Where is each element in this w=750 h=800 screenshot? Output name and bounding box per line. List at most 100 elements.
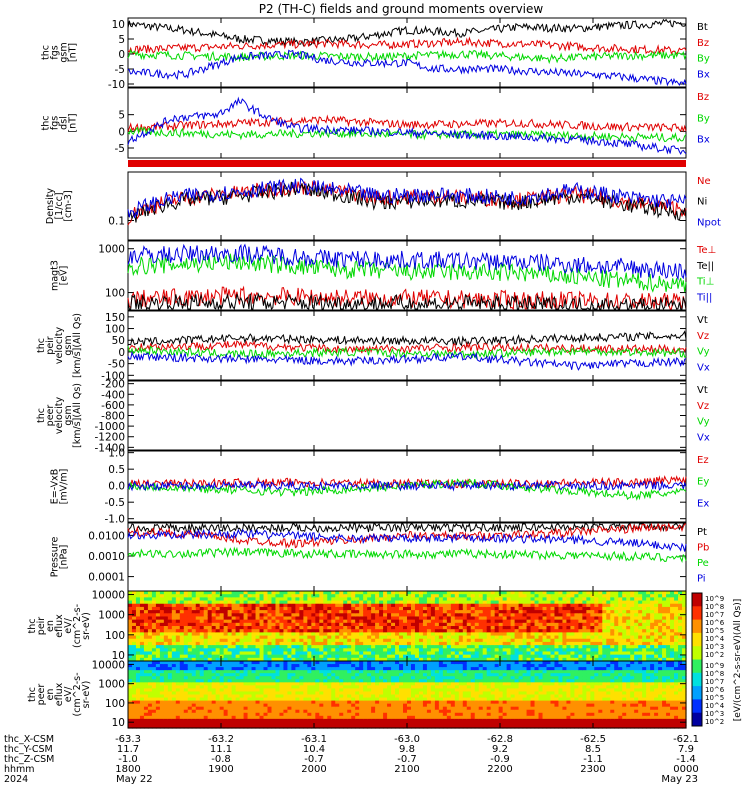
heatmap-cell [239, 654, 245, 659]
heatmap-cell [634, 645, 639, 649]
heatmap-cell [128, 724, 133, 729]
heatmap-cell [231, 673, 237, 677]
heatmap-cell [287, 697, 293, 702]
heatmap-cell [267, 703, 273, 708]
heatmap-cell [458, 641, 464, 646]
heatmap-cell [630, 638, 635, 643]
heatmap-cell [275, 673, 281, 677]
heatmap-cell [143, 676, 149, 680]
heatmap-cell [538, 626, 544, 630]
heatmap-cell [143, 712, 149, 717]
series-Ti-line [127, 253, 687, 293]
legend-Bz: Bz [697, 38, 709, 49]
heatmap-cell [311, 610, 316, 614]
heatmap-cell [207, 685, 213, 690]
heatmap-cell [558, 610, 564, 614]
heatmap-cell [458, 619, 464, 624]
heatmap-cell [163, 661, 169, 665]
heatmap-cell [283, 626, 289, 630]
heatmap-cell [259, 688, 265, 693]
heatmap-cell [678, 626, 683, 630]
heatmap-cell [267, 712, 273, 717]
heatmap-cell [271, 594, 277, 598]
heatmap-cell [295, 703, 300, 708]
heatmap-cell [167, 715, 173, 720]
heatmap-cell [590, 638, 595, 643]
heatmap-cell [482, 613, 488, 618]
heatmap-cell [203, 688, 209, 693]
heatmap-cell [343, 694, 348, 699]
heatmap-cell [171, 657, 177, 662]
heatmap-cell [147, 661, 153, 665]
heatmap-cell [335, 610, 340, 614]
heatmap-cell [211, 616, 217, 621]
heatmap-cell [602, 626, 607, 630]
heatmap-cell [227, 629, 233, 633]
heatmap-cell [355, 594, 360, 598]
heatmap-cell [626, 622, 631, 627]
heatmap-cell [279, 626, 285, 630]
heatmap-cell [438, 635, 444, 640]
heatmap-cell [347, 610, 352, 614]
heatmap-cell [462, 610, 468, 614]
heatmap-cell [175, 670, 181, 674]
heatmap-cell [606, 626, 611, 630]
heatmap-cell [163, 703, 169, 708]
heatmap-cell [211, 610, 217, 614]
heatmap-cell [622, 600, 627, 605]
heatmap-cell [550, 594, 556, 598]
heatmap-cell [355, 657, 360, 662]
heatmap-cell [195, 724, 201, 729]
heatmap-cell [235, 667, 241, 671]
heatmap-cell [530, 622, 536, 627]
heatmap-cell [183, 694, 189, 699]
heatmap-cell [283, 667, 289, 671]
heatmap-cell [582, 641, 587, 646]
heatmap-cell [630, 613, 635, 618]
heatmap-cell [251, 676, 257, 680]
heatmap-cell [363, 591, 368, 595]
heatmap-cell [542, 610, 548, 614]
heatmap-cell [271, 673, 277, 677]
heatmap-cell [490, 616, 496, 621]
heatmap-cell [251, 661, 257, 665]
heatmap-cell [191, 688, 197, 693]
heatmap-cell [307, 667, 312, 671]
heatmap-cell [458, 638, 464, 643]
ylabel-line: eV/ [63, 686, 74, 702]
heatmap-cell [407, 700, 412, 705]
heatmap-cell [682, 597, 687, 602]
heatmap-cell [622, 632, 627, 637]
heatmap-cell [586, 626, 591, 630]
heatmap-cell [287, 632, 293, 637]
heatmap-cell [279, 638, 285, 643]
heatmap-cell [327, 709, 332, 714]
heatmap-cell [247, 626, 253, 630]
heatmap-cell [359, 606, 364, 611]
heatmap-cell [466, 613, 472, 618]
heatmap-cell [438, 600, 444, 605]
heatmap-cell [526, 641, 532, 646]
heatmap-cell [223, 688, 229, 693]
heatmap-cell [295, 715, 300, 720]
heatmap-cell [506, 648, 512, 653]
heatmap-cell [430, 638, 436, 643]
heatmap-cell [303, 603, 308, 608]
heatmap-cell [275, 657, 281, 662]
heatmap-cell [143, 679, 149, 683]
heatmap-cell [391, 619, 396, 624]
heatmap-cell [343, 667, 348, 671]
heatmap-cell [542, 629, 548, 633]
heatmap-cell [590, 632, 595, 637]
heatmap-cell [319, 673, 324, 677]
heatmap-cell [147, 667, 153, 671]
heatmap-cell [179, 606, 185, 611]
heatmap-cell [343, 603, 348, 608]
heatmap-cell [682, 638, 687, 643]
heatmap-cell [219, 706, 225, 711]
heatmap-cell [514, 629, 520, 633]
heatmap-cell [502, 619, 508, 624]
heatmap-cell [311, 694, 316, 699]
heatmap-cell [442, 613, 448, 618]
heatmap-cell [131, 606, 137, 611]
